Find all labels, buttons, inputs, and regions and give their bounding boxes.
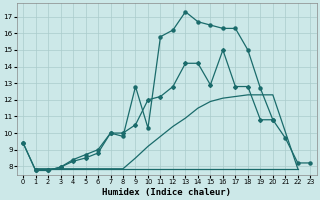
- X-axis label: Humidex (Indice chaleur): Humidex (Indice chaleur): [102, 188, 231, 197]
